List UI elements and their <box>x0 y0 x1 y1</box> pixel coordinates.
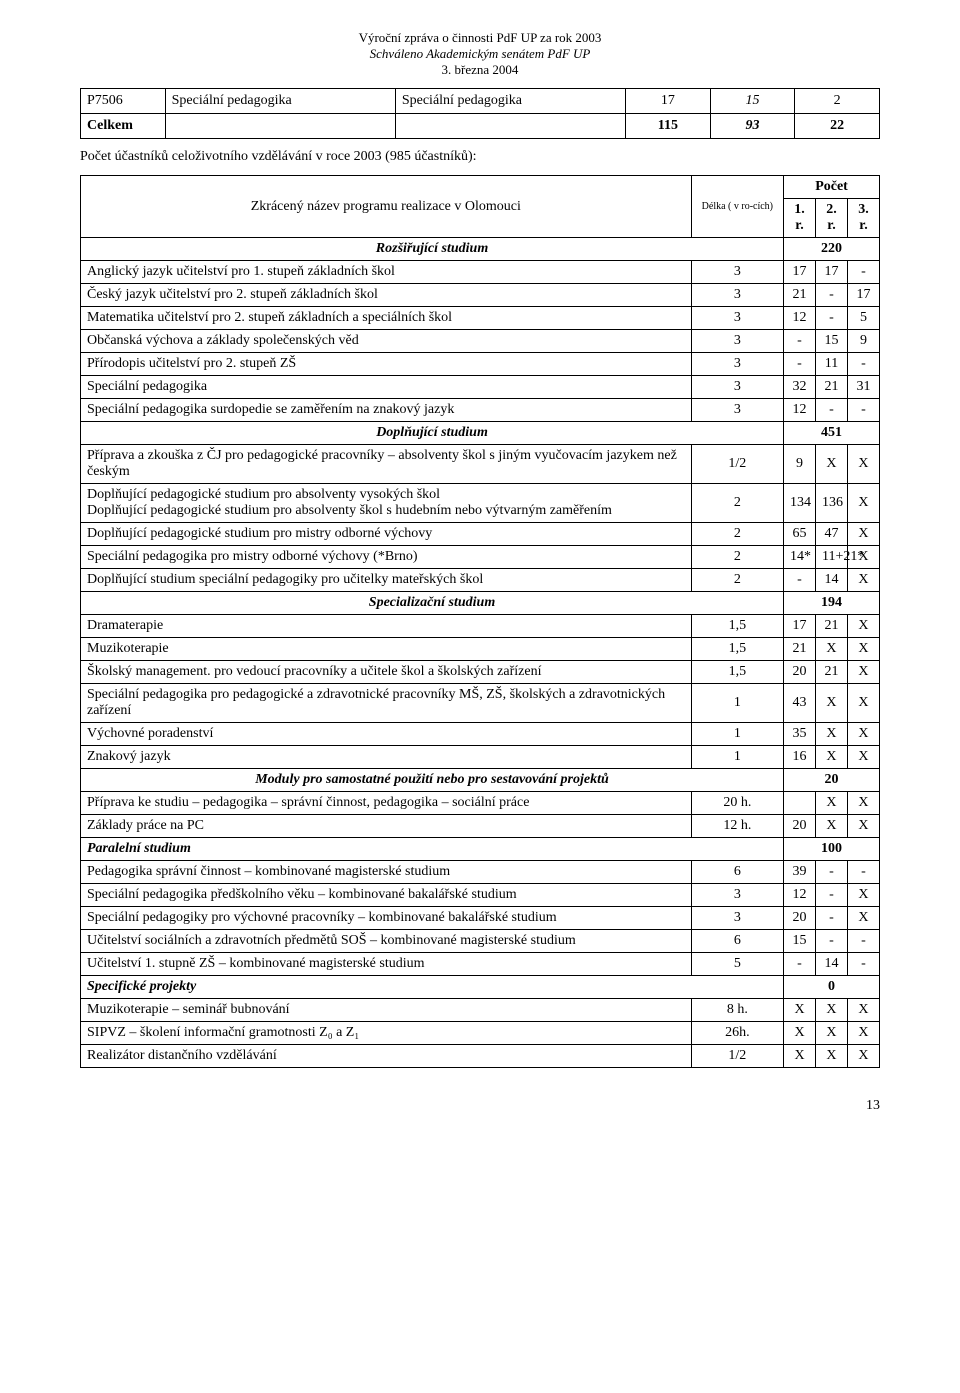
main-table: Zkrácený název programu realizace v Olom… <box>80 175 880 1068</box>
section-label: Specializační studium <box>81 592 784 615</box>
table-row: Český jazyk učitelství pro 2. stupeň zák… <box>81 284 880 307</box>
table-row: Výchovné poradenství135XX <box>81 723 880 746</box>
table-row: Speciální pedagogika předškolního věku –… <box>81 884 880 907</box>
table-row: Speciální pedagogika3322131 <box>81 376 880 399</box>
table-row: Speciální pedagogiky pro výchovné pracov… <box>81 907 880 930</box>
section-total: 20 <box>784 769 880 792</box>
col-count: Počet <box>784 176 880 199</box>
col3: 2 <box>795 89 880 114</box>
table-header-row: Zkrácený název programu realizace v Olom… <box>81 176 880 199</box>
table-row: Učitelství 1. stupně ZŠ – kombinované ma… <box>81 953 880 976</box>
header-line-3: 3. března 2004 <box>80 62 880 78</box>
table-row: Přírodopis učitelství pro 2. stupeň ZŠ3-… <box>81 353 880 376</box>
table-row: Doplňující pedagogické studium pro absol… <box>81 484 880 523</box>
table-row: SIPVZ – školení informační gramotnosti Z… <box>81 1022 880 1045</box>
col1: 17 <box>626 89 711 114</box>
total-label: Celkem <box>81 114 166 139</box>
section-row: Moduly pro samostatné použití nebo pro s… <box>81 769 880 792</box>
section-total: 194 <box>784 592 880 615</box>
table-row: Učitelství sociálních a zdravotních před… <box>81 930 880 953</box>
table-row: Doplňující studium speciální pedagogiky … <box>81 569 880 592</box>
table-row: Příprava ke studiu – pedagogika – správn… <box>81 792 880 815</box>
table-row: Příprava a zkouška z ČJ pro pedagogické … <box>81 445 880 484</box>
page-number: 13 <box>80 1098 880 1114</box>
table-row: Základy práce na PC12 h.20XX <box>81 815 880 838</box>
table-row: Občanská výchova a základy společenských… <box>81 330 880 353</box>
col-y2: 2. r. <box>816 199 848 238</box>
field: Speciální pedagogika <box>165 89 395 114</box>
summary-table: P7506 Speciální pedagogika Speciální ped… <box>80 88 880 139</box>
section-row: Doplňující studium 451 <box>81 422 880 445</box>
table-row: Znakový jazyk116XX <box>81 746 880 769</box>
col-name: Zkrácený název programu realizace v Olom… <box>81 176 692 238</box>
table-row: Speciální pedagogika pro pedagogické a z… <box>81 684 880 723</box>
col2: 93 <box>710 114 795 139</box>
section-total: 220 <box>784 238 880 261</box>
table-row: Speciální pedagogika pro mistry odborné … <box>81 546 880 569</box>
section-label: Paralelní studium <box>81 838 784 861</box>
table-row: Muzikoterapie1,521XX <box>81 638 880 661</box>
table-row: Celkem 115 93 22 <box>81 114 880 139</box>
section-row: Specifické projekty 0 <box>81 976 880 999</box>
section-label: Rozšiřující studium <box>81 238 784 261</box>
section-total: 451 <box>784 422 880 445</box>
table-row: P7506 Speciální pedagogika Speciální ped… <box>81 89 880 114</box>
table-row: Matematika učitelství pro 2. stupeň zákl… <box>81 307 880 330</box>
table-row: Speciální pedagogika surdopedie se zaměř… <box>81 399 880 422</box>
col1: 115 <box>626 114 711 139</box>
section-row: Specializační studium 194 <box>81 592 880 615</box>
table-row: Anglický jazyk učitelství pro 1. stupeň … <box>81 261 880 284</box>
page-header: Výroční zpráva o činnosti PdF UP za rok … <box>80 30 880 78</box>
code: P7506 <box>81 89 166 114</box>
section-total: 100 <box>784 838 880 861</box>
col2: 15 <box>710 89 795 114</box>
section-total: 0 <box>784 976 880 999</box>
table-row: Realizátor distančního vzdělávání1/2XXX <box>81 1045 880 1068</box>
table-row: Dramaterapie1,51721X <box>81 615 880 638</box>
table-row: Doplňující pedagogické studium pro mistr… <box>81 523 880 546</box>
col3: 22 <box>795 114 880 139</box>
header-line-2: Schváleno Akademickým senátem PdF UP <box>80 46 880 62</box>
section-label: Doplňující studium <box>81 422 784 445</box>
table-row: Muzikoterapie – seminář bubnování8 h.XXX <box>81 999 880 1022</box>
section-row: Paralelní studium 100 <box>81 838 880 861</box>
col-duration: Délka ( v ro-cích) <box>691 176 783 238</box>
section-row: Rozšiřující studium 220 <box>81 238 880 261</box>
col-y1: 1. r. <box>784 199 816 238</box>
branch: Speciální pedagogika <box>395 89 625 114</box>
table-row: Pedagogika správní činnost – kombinované… <box>81 861 880 884</box>
table-row: Školský management. pro vedoucí pracovní… <box>81 661 880 684</box>
col-y3: 3. r. <box>847 199 879 238</box>
intro-sentence: Počet účastníků celoživotního vzdělávání… <box>80 149 880 165</box>
section-label: Moduly pro samostatné použití nebo pro s… <box>81 769 784 792</box>
header-line-1: Výroční zpráva o činnosti PdF UP za rok … <box>80 30 880 46</box>
section-label: Specifické projekty <box>81 976 784 999</box>
